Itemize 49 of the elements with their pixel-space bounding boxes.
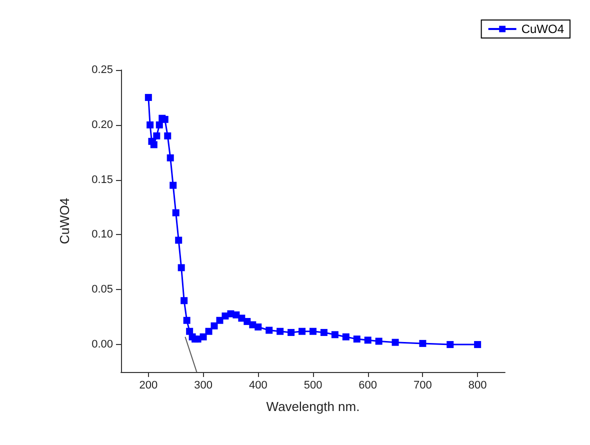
point xyxy=(172,209,180,216)
point xyxy=(254,323,262,330)
point xyxy=(276,328,284,335)
point xyxy=(200,333,207,340)
point xyxy=(166,154,174,162)
point xyxy=(392,338,399,346)
point xyxy=(364,336,372,344)
y-tick-label: 0.10 xyxy=(92,228,113,241)
x-tick-label: 300 xyxy=(194,380,212,392)
point xyxy=(183,316,190,324)
point xyxy=(266,326,273,334)
x-tick-label: 700 xyxy=(414,380,432,392)
point xyxy=(205,328,212,335)
y-tick-label: 0.15 xyxy=(92,174,113,186)
point xyxy=(170,182,177,189)
point xyxy=(375,338,382,345)
point xyxy=(153,132,160,140)
point xyxy=(474,341,482,348)
x-tick-label: 500 xyxy=(304,380,322,392)
legend-label: CuWO4 xyxy=(521,22,564,36)
point xyxy=(310,328,316,335)
x-tick-label: 800 xyxy=(468,380,487,392)
point xyxy=(320,328,328,336)
x-tick-label: 600 xyxy=(358,380,378,392)
point xyxy=(164,132,172,140)
y-axis-title: CuWO4 xyxy=(57,198,72,244)
point xyxy=(342,333,350,340)
x-tick-label: 200 xyxy=(139,380,158,392)
y-tick-label: 0.25 xyxy=(92,64,113,76)
point xyxy=(419,340,426,347)
point xyxy=(446,341,454,348)
point xyxy=(298,328,306,335)
point xyxy=(146,121,154,128)
point xyxy=(210,322,218,330)
point xyxy=(180,297,188,304)
point xyxy=(216,316,224,324)
y-tick-label: 0.20 xyxy=(92,118,113,131)
point xyxy=(175,236,182,244)
point xyxy=(156,121,163,128)
y-tick-label: 0.00 xyxy=(92,338,113,351)
point xyxy=(331,331,338,338)
point xyxy=(178,264,185,272)
point xyxy=(150,141,158,148)
point xyxy=(144,94,152,101)
x-tick-label: 400 xyxy=(248,380,268,392)
point xyxy=(353,336,360,343)
y-tick-label: 0.05 xyxy=(92,284,113,296)
point xyxy=(288,328,295,336)
x-axis-title: Wavelength nm. xyxy=(266,399,360,414)
